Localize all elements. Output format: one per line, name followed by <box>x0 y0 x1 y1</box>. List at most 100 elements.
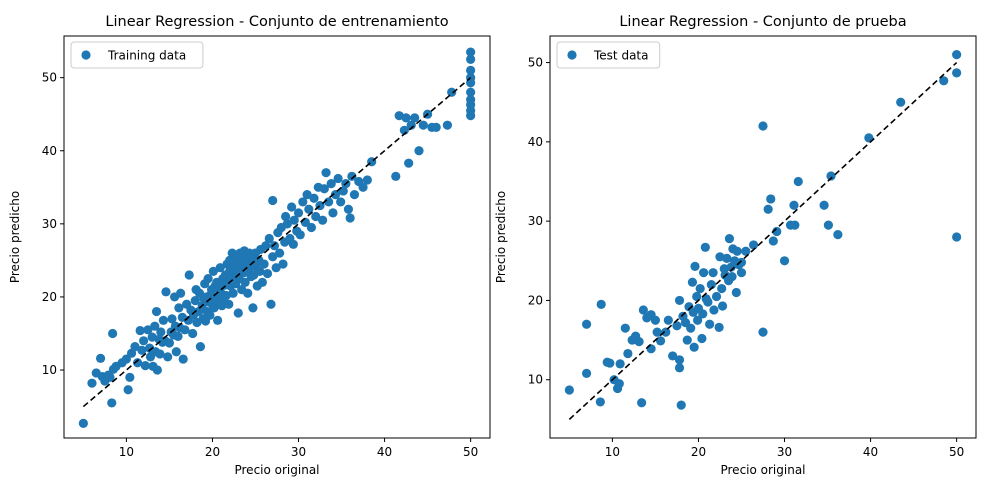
data-point <box>140 361 150 371</box>
plot-area <box>549 35 977 439</box>
data-point <box>466 65 476 75</box>
data-point <box>952 232 962 242</box>
data-point <box>758 121 768 131</box>
data-point <box>233 308 243 318</box>
data-point <box>766 194 776 204</box>
y-tick-label: 20 <box>528 293 543 307</box>
legend-marker <box>81 50 91 60</box>
data-point <box>362 175 372 185</box>
data-point <box>269 241 280 251</box>
data-point <box>614 379 624 389</box>
data-point <box>178 354 188 364</box>
reference-line <box>82 77 472 408</box>
data-point <box>682 335 692 345</box>
data-point <box>87 378 97 388</box>
data-point <box>288 239 298 249</box>
data-point <box>466 54 476 64</box>
test-chart: 10 20 30 40 50 10 20 30 40 50 Linear Regression - … <box>494 14 977 477</box>
data-point <box>289 215 299 225</box>
data-point <box>217 301 227 311</box>
data-point <box>95 353 106 363</box>
data-point <box>309 193 319 203</box>
data-point <box>404 158 414 168</box>
data-point <box>274 248 285 258</box>
data-point <box>581 368 592 378</box>
data-point <box>637 398 647 408</box>
data-point <box>302 190 312 200</box>
reference-line <box>568 61 958 420</box>
y-axis-label: Precio predicho <box>494 191 508 283</box>
data-point <box>336 197 346 207</box>
data-point <box>697 333 707 344</box>
data-point <box>328 208 338 218</box>
legend-box <box>70 41 204 69</box>
data-point <box>240 277 250 287</box>
data-point <box>107 398 117 408</box>
data-point <box>330 190 341 200</box>
data-point <box>143 325 153 335</box>
data-point <box>135 325 145 336</box>
training-chart: 10 20 30 40 50 10 20 30 40 50 Linear Regression - … <box>8 14 491 477</box>
data-point <box>105 372 115 382</box>
data-point <box>668 351 678 361</box>
x-tick-label: 20 <box>205 445 220 459</box>
data-point <box>646 344 656 354</box>
data-point <box>655 336 666 346</box>
data-point <box>190 295 200 306</box>
data-point <box>595 397 605 407</box>
data-point <box>266 299 276 309</box>
data-point <box>171 347 181 357</box>
data-point <box>347 171 357 181</box>
data-point <box>705 319 715 329</box>
data-point <box>638 305 648 315</box>
data-point <box>758 327 768 337</box>
data-point <box>695 283 705 294</box>
data-point <box>431 122 441 132</box>
data-point <box>623 348 633 359</box>
chart-title: Linear Regression - Conjunto de entrenam… <box>105 14 448 30</box>
data-point <box>687 277 698 287</box>
data-point <box>132 358 143 368</box>
data-point <box>161 287 171 297</box>
data-point <box>442 120 452 130</box>
data-point <box>243 288 253 298</box>
x-axis-label: Precio original <box>720 463 805 477</box>
data-point <box>205 310 215 320</box>
data-point <box>768 236 778 246</box>
legend-label: Training data <box>107 49 186 63</box>
data-point <box>826 171 836 181</box>
x-tick-label: 30 <box>777 445 792 459</box>
data-point <box>174 303 184 313</box>
data-point <box>672 321 682 331</box>
data-point <box>736 257 747 267</box>
y-tick-label: 10 <box>528 373 543 387</box>
data-point <box>268 195 278 206</box>
data-point <box>727 272 737 282</box>
data-point <box>173 331 183 341</box>
data-point <box>287 202 297 212</box>
y-tick-label: 50 <box>42 71 57 85</box>
data-point <box>321 168 331 178</box>
data-point <box>255 266 265 276</box>
data-point <box>130 342 140 352</box>
x-tick-label: 20 <box>691 445 706 459</box>
data-point <box>158 315 168 325</box>
data-point <box>271 263 281 273</box>
data-point <box>151 306 162 317</box>
data-point <box>717 301 728 311</box>
data-point <box>952 50 962 60</box>
data-point <box>391 171 401 181</box>
data-point <box>663 315 673 325</box>
data-point <box>703 297 713 307</box>
data-point <box>714 322 724 332</box>
data-point <box>203 274 213 284</box>
data-point <box>304 204 314 214</box>
data-point <box>823 220 834 230</box>
data-point <box>228 288 238 298</box>
data-point <box>466 111 476 121</box>
data-point <box>736 268 747 278</box>
data-point <box>282 219 292 229</box>
data-point <box>686 323 696 333</box>
chart-title: Linear Regression - Conjunto de prueba <box>619 14 906 30</box>
data-point <box>326 179 336 189</box>
